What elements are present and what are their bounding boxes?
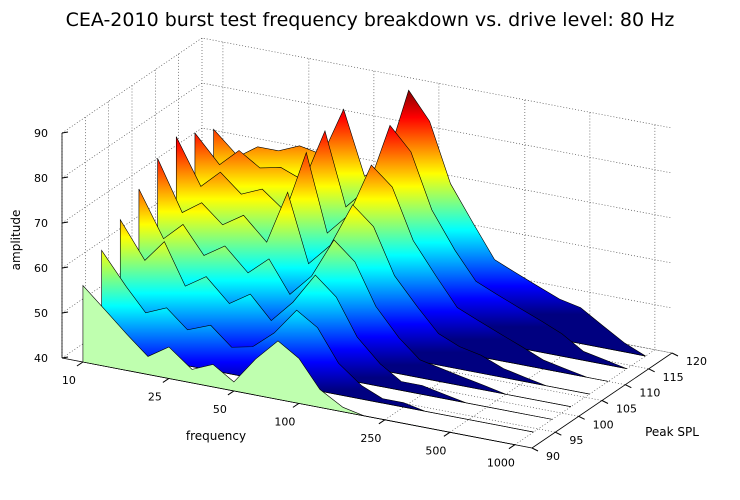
y-tick-label: 120 [686,355,707,368]
x-tick-label: 50 [213,403,227,416]
y-tick-label: 115 [663,371,684,384]
x-tick-label: 250 [360,432,381,445]
z-tick [61,356,69,359]
y-tick [531,447,539,452]
x-tick [162,378,170,383]
x-tick-label: 100 [274,415,295,428]
z-tick [61,266,69,269]
z-tick [61,176,69,179]
y-axis-label: Peak SPL [645,425,699,439]
x-tick-label: 25 [148,390,162,403]
z-tick-label: 80 [34,172,48,185]
slice-base [82,361,515,446]
x-tick [76,361,84,367]
z-tick-label: 70 [34,217,48,230]
y-tick [555,431,562,436]
slice-area [157,158,590,395]
z-tick [61,221,69,224]
x-tick [378,419,386,425]
x-tick-label: 1000 [487,457,515,470]
chart-title: CEA-2010 burst test frequency breakdown … [66,9,675,31]
z-tick-label: 50 [34,307,48,320]
slice-area [175,136,609,382]
x-tick-label: 10 [62,374,76,387]
grid-line [61,37,673,134]
z-tick-label: 40 [34,352,48,365]
x-tick-label: 500 [425,444,446,457]
y-tick-label: 95 [569,434,583,447]
z-tick [61,131,69,134]
z-tick-label: 60 [34,262,48,275]
z-axis-label: amplitude [9,210,23,271]
x-tick [443,431,451,437]
y-tick-label: 90 [546,450,560,463]
grid-line [61,82,673,179]
y-tick-label: 100 [593,418,614,431]
y-tick-label: 110 [639,387,660,400]
y-tick [648,368,655,373]
x-axis-label: frequency [186,429,246,443]
x-tick [508,444,516,450]
z-tick [61,311,69,314]
x-tick [227,390,235,396]
z-tick-label: 90 [34,127,48,140]
y-tick [601,400,609,404]
y-tick [671,352,679,357]
x-tick [292,402,300,408]
y-tick [578,415,585,420]
y-tick [625,384,632,389]
y-tick-label: 105 [616,403,637,416]
